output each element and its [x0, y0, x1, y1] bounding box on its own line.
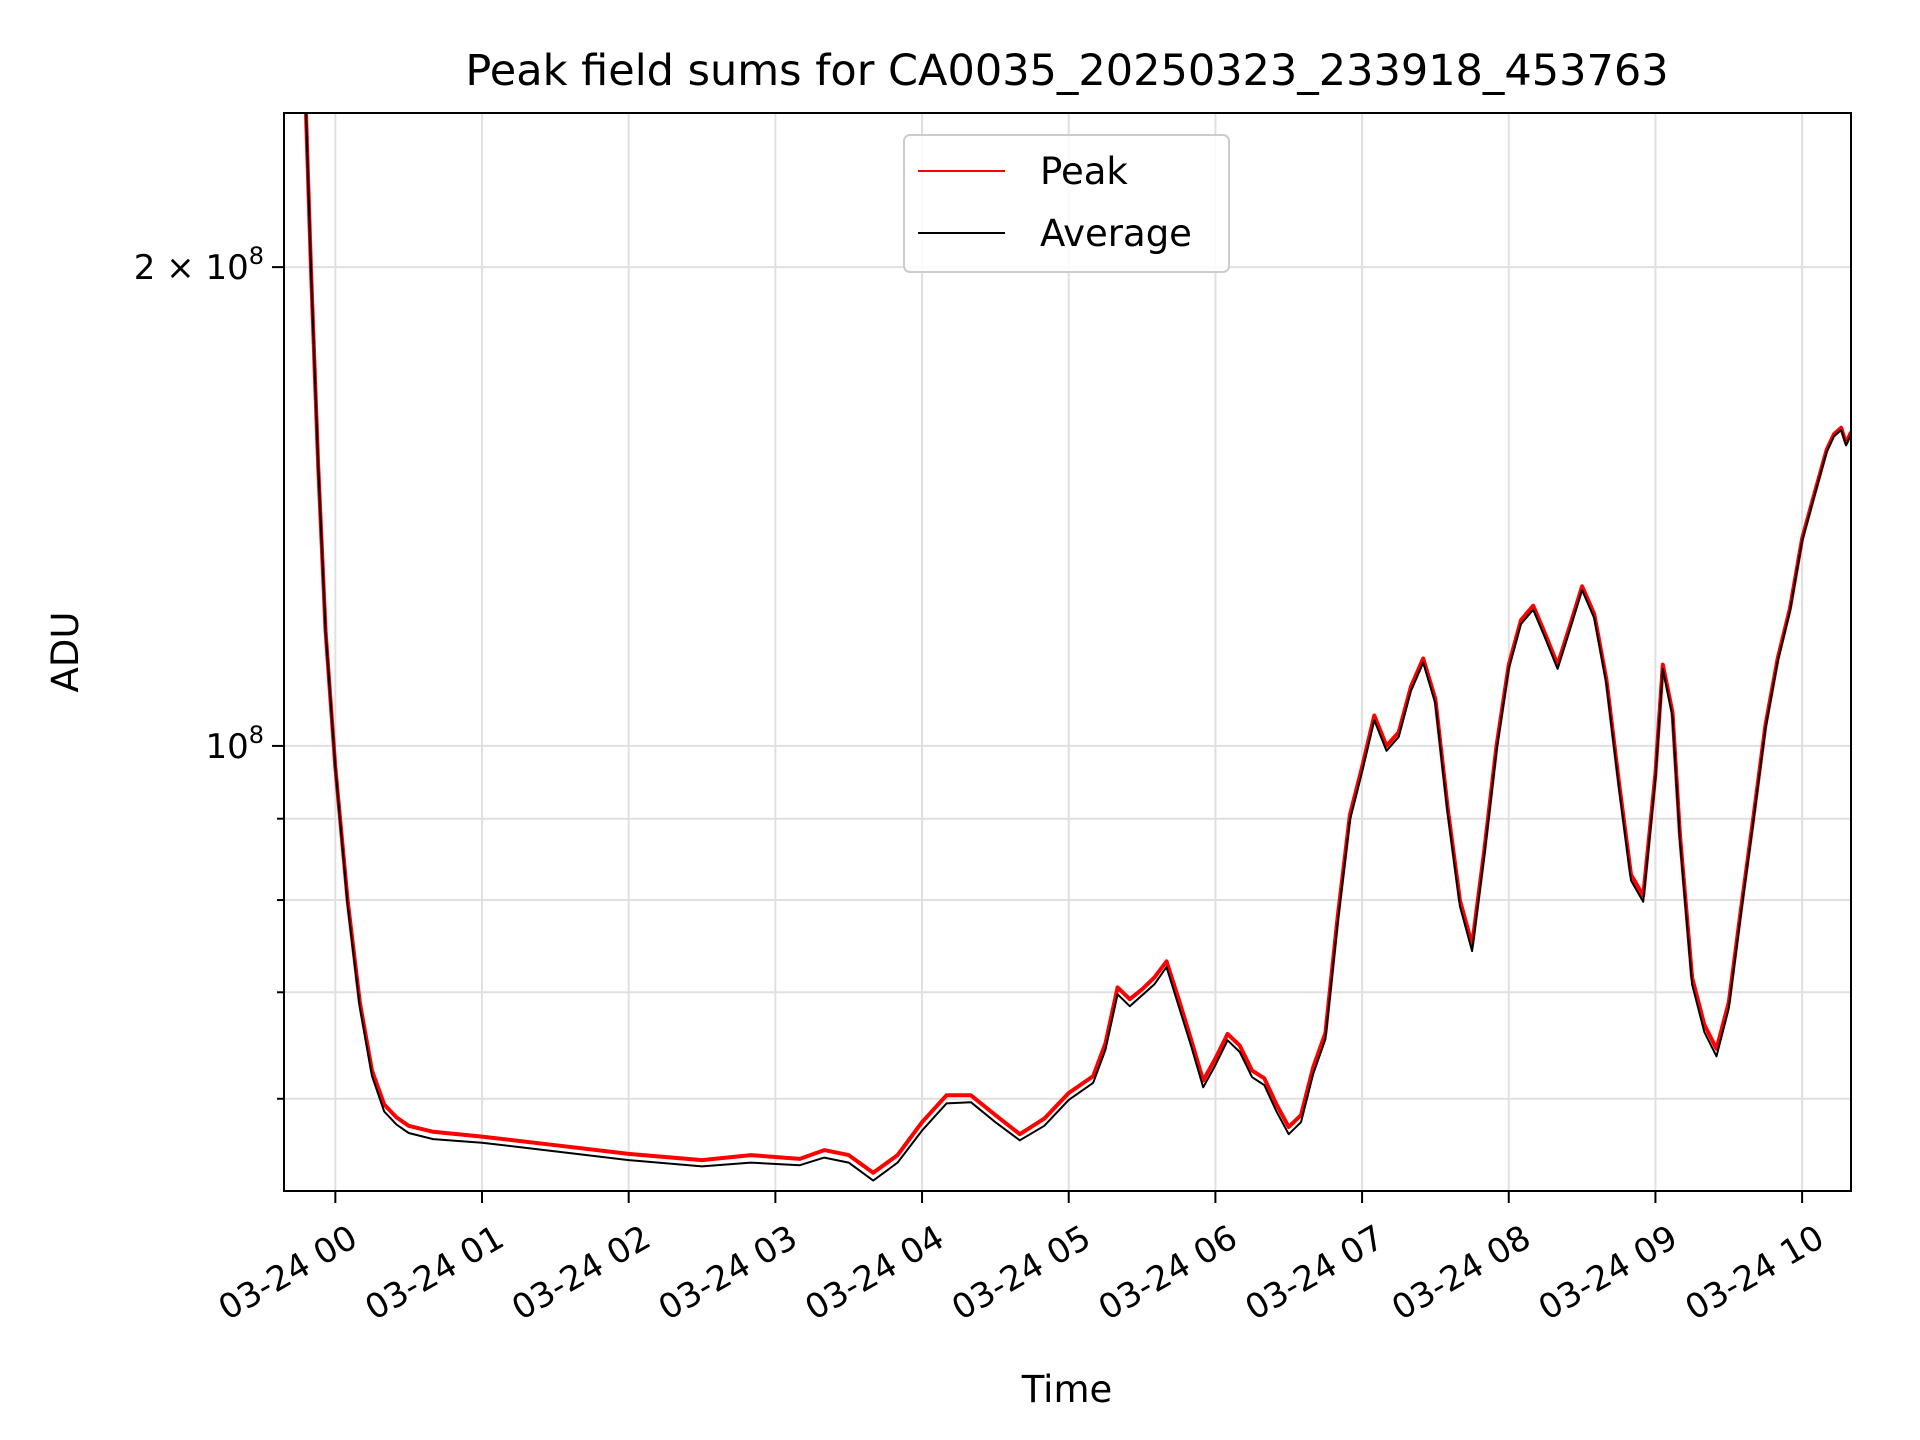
y-tick-label: 2 × 108 [134, 242, 264, 288]
series-lines [304, 113, 1851, 1182]
y-tick-label: 108 [205, 721, 264, 767]
legend: Peak Average [903, 134, 1230, 273]
chart-title: Peak field sums for CA0035_20250323_2339… [465, 46, 1668, 96]
x-axis-label: Time [1021, 1368, 1113, 1411]
y-axis-label: ADU [44, 612, 87, 693]
legend-box [903, 134, 1230, 273]
grid [284, 113, 1851, 1191]
series-line-average [305, 113, 1851, 1182]
y-axis: 108 2 × 108 [134, 242, 284, 1100]
plot-frame [283, 112, 1852, 1192]
legend-label-average: Average [1040, 212, 1192, 255]
legend-label-peak: Peak [1040, 150, 1128, 193]
